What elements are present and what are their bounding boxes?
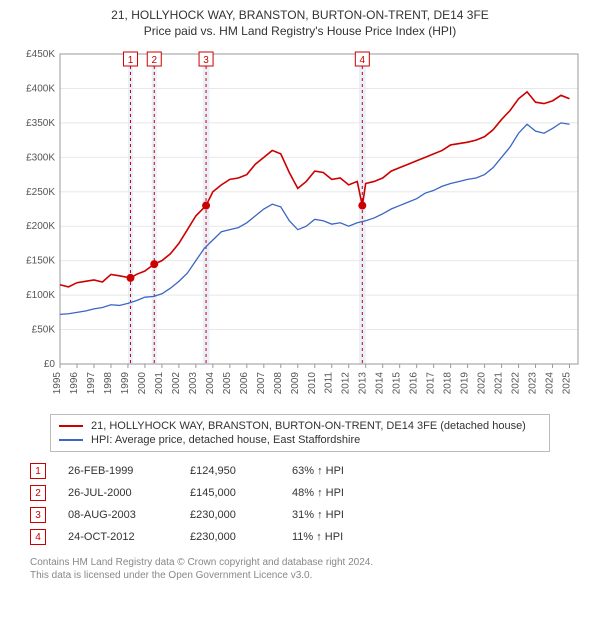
svg-text:2020: 2020 (477, 372, 488, 395)
transaction-date: 08-AUG-2003 (68, 509, 168, 521)
svg-text:2025: 2025 (562, 372, 573, 395)
svg-text:2002: 2002 (171, 372, 182, 395)
svg-text:1: 1 (128, 55, 134, 66)
legend: 21, HOLLYHOCK WAY, BRANSTON, BURTON-ON-T… (50, 414, 550, 452)
svg-text:2012: 2012 (341, 372, 352, 395)
svg-text:£400K: £400K (26, 83, 55, 94)
svg-text:2007: 2007 (256, 372, 267, 395)
svg-text:2010: 2010 (307, 372, 318, 395)
svg-text:2021: 2021 (494, 372, 505, 395)
svg-text:1995: 1995 (52, 372, 63, 395)
transaction-price: £230,000 (190, 509, 270, 521)
svg-text:£50K: £50K (32, 325, 56, 336)
svg-text:£450K: £450K (26, 49, 55, 60)
svg-text:£100K: £100K (26, 290, 55, 301)
svg-text:2008: 2008 (273, 372, 284, 395)
transaction-pct: 11% ↑ HPI (292, 531, 402, 543)
transaction-pct: 31% ↑ HPI (292, 509, 402, 521)
svg-text:1999: 1999 (120, 372, 131, 395)
transaction-row: 2 26-JUL-2000 £145,000 48% ↑ HPI (30, 482, 588, 504)
transactions-table: 1 26-FEB-1999 £124,950 63% ↑ HPI 2 26-JUL-200… (30, 460, 588, 548)
transaction-row: 1 26-FEB-1999 £124,950 63% ↑ HPI (30, 460, 588, 482)
transaction-price: £145,000 (190, 487, 270, 499)
svg-text:4: 4 (360, 55, 366, 66)
transaction-row: 4 24-OCT-2012 £230,000 11% ↑ HPI (30, 526, 588, 548)
transaction-marker: 4 (30, 529, 46, 545)
svg-text:£350K: £350K (26, 118, 55, 129)
svg-text:£300K: £300K (26, 152, 55, 163)
transaction-pct: 48% ↑ HPI (292, 487, 402, 499)
svg-text:1996: 1996 (69, 372, 80, 395)
svg-text:2016: 2016 (409, 372, 420, 395)
footer-line: This data is licensed under the Open Gov… (30, 569, 588, 582)
legend-label: 21, HOLLYHOCK WAY, BRANSTON, BURTON-ON-T… (91, 420, 526, 432)
svg-text:£150K: £150K (26, 256, 55, 267)
footer-line: Contains HM Land Registry data © Crown c… (30, 556, 588, 569)
svg-text:2017: 2017 (426, 372, 437, 395)
svg-text:2000: 2000 (137, 372, 148, 395)
chart-title: 21, HOLLYHOCK WAY, BRANSTON, BURTON-ON-T… (12, 8, 588, 22)
svg-text:2005: 2005 (222, 372, 233, 395)
transaction-marker: 2 (30, 485, 46, 501)
legend-swatch (59, 425, 83, 427)
chart-subtitle: Price paid vs. HM Land Registry's House … (12, 24, 588, 38)
transaction-marker: 1 (30, 463, 46, 479)
svg-text:2014: 2014 (375, 372, 386, 395)
svg-text:2006: 2006 (239, 372, 250, 395)
transaction-marker: 3 (30, 507, 46, 523)
svg-text:£250K: £250K (26, 187, 55, 198)
svg-text:2013: 2013 (358, 372, 369, 395)
svg-text:2009: 2009 (290, 372, 301, 395)
svg-text:2024: 2024 (545, 372, 556, 395)
transaction-price: £124,950 (190, 465, 270, 477)
svg-text:1998: 1998 (103, 372, 114, 395)
price-chart: £0 £50K £100K £150K £200K £250K £300K £350K £400… (12, 44, 588, 404)
svg-text:1997: 1997 (86, 372, 97, 395)
svg-text:£200K: £200K (26, 221, 55, 232)
legend-row: 21, HOLLYHOCK WAY, BRANSTON, BURTON-ON-T… (59, 419, 541, 433)
svg-text:2001: 2001 (154, 372, 165, 395)
svg-text:2022: 2022 (511, 372, 522, 395)
svg-text:3: 3 (203, 55, 209, 66)
svg-text:2018: 2018 (443, 372, 454, 395)
svg-text:2011: 2011 (324, 372, 335, 394)
svg-text:2023: 2023 (528, 372, 539, 395)
transaction-date: 26-FEB-1999 (68, 465, 168, 477)
svg-text:2: 2 (151, 55, 157, 66)
transaction-pct: 63% ↑ HPI (292, 465, 402, 477)
svg-text:2004: 2004 (205, 372, 216, 395)
transaction-date: 24-OCT-2012 (68, 531, 168, 543)
transaction-row: 3 08-AUG-2003 £230,000 31% ↑ HPI (30, 504, 588, 526)
svg-text:2015: 2015 (392, 372, 403, 395)
svg-text:2019: 2019 (460, 372, 471, 395)
footer-attribution: Contains HM Land Registry data © Crown c… (30, 556, 588, 582)
svg-text:2003: 2003 (188, 372, 199, 395)
legend-label: HPI: Average price, detached house, East… (91, 434, 360, 446)
legend-swatch (59, 439, 83, 441)
transaction-price: £230,000 (190, 531, 270, 543)
svg-text:£0: £0 (44, 359, 56, 370)
legend-row: HPI: Average price, detached house, East… (59, 433, 541, 447)
transaction-date: 26-JUL-2000 (68, 487, 168, 499)
